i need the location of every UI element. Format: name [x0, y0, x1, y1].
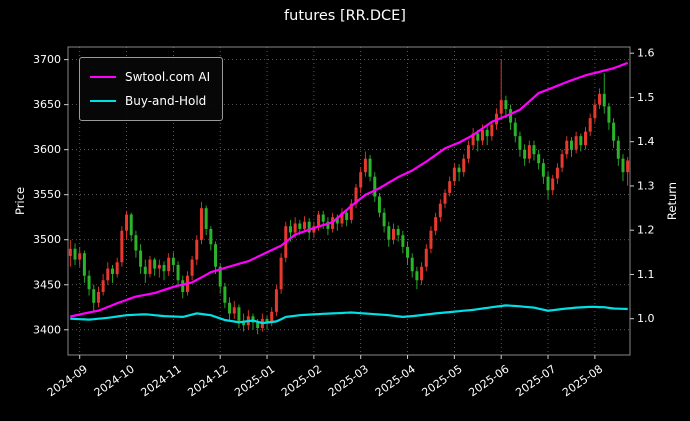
return-tick-label: 1.5	[637, 91, 655, 104]
series-line-1	[70, 304, 628, 325]
plot-border	[67, 46, 631, 356]
price-tick-label: 3550	[33, 188, 61, 201]
return-tick-label: 1.0	[637, 312, 655, 325]
date-tick-label: 2025-02	[279, 362, 324, 399]
chart-title: futures [RR.DCE]	[284, 8, 406, 24]
price-tick-label: 3450	[33, 278, 61, 291]
price-tick-label: 3650	[33, 98, 61, 111]
date-tick-label: 2025-03	[326, 362, 371, 399]
date-tick-label: 2025-01	[232, 362, 277, 399]
legend-label-bh: Buy-and-Hold	[125, 94, 207, 108]
return-tick-label: 1.2	[637, 224, 655, 237]
date-tick-label: 2025-08	[560, 362, 605, 399]
y-axis-label-return: Return	[665, 181, 679, 221]
return-tick-label: 1.4	[637, 135, 655, 148]
legend-item-ai: Swtool.com AI	[90, 65, 210, 89]
date-tick-label: 2025-07	[513, 362, 558, 399]
y-axis-label-price: Price	[13, 186, 27, 216]
legend: Swtool.com AI Buy-and-Hold	[79, 57, 224, 121]
date-tick-label: 2024-12	[185, 362, 230, 399]
price-tick-label: 3500	[33, 233, 61, 246]
return-tick-label: 1.6	[637, 47, 655, 60]
candlesticks	[68, 59, 630, 335]
legend-swatch-ai	[90, 75, 116, 79]
gridlines	[68, 47, 630, 355]
date-tick-label: 2025-04	[373, 362, 418, 399]
legend-swatch-bh	[90, 99, 116, 103]
price-tick-label: 3600	[33, 143, 61, 156]
date-tick-label: 2025-05	[420, 362, 465, 399]
return-tick-label: 1.3	[637, 179, 655, 192]
date-tick-label: 2024-10	[92, 362, 137, 399]
date-tick-label: 2024-09	[45, 362, 90, 399]
date-tick-label: 2024-11	[139, 362, 184, 399]
series-line-0	[70, 61, 629, 318]
return-tick-label: 1.1	[637, 268, 655, 281]
legend-label-ai: Swtool.com AI	[125, 70, 211, 84]
price-tick-label: 3700	[33, 53, 61, 66]
date-tick-label: 2025-06	[466, 362, 511, 399]
price-tick-label: 3400	[33, 323, 61, 336]
legend-item-bh: Buy-and-Hold	[90, 89, 210, 113]
